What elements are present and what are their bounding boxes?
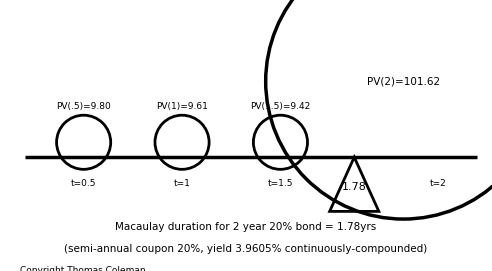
Text: Macaulay duration for 2 year 20% bond = 1.78yrs: Macaulay duration for 2 year 20% bond = … bbox=[116, 222, 376, 232]
Text: PV(2)=101.62: PV(2)=101.62 bbox=[367, 76, 440, 86]
Text: PV(.5)=9.80: PV(.5)=9.80 bbox=[56, 102, 111, 111]
Text: t=1: t=1 bbox=[174, 179, 190, 188]
Text: t=0.5: t=0.5 bbox=[71, 179, 96, 188]
Text: Copyright Thomas Coleman: Copyright Thomas Coleman bbox=[20, 266, 145, 271]
Text: (semi-annual coupon 20%, yield 3.9605% continuously-compounded): (semi-annual coupon 20%, yield 3.9605% c… bbox=[64, 244, 428, 254]
Text: t=1.5: t=1.5 bbox=[268, 179, 293, 188]
Text: 1.78: 1.78 bbox=[342, 182, 367, 192]
Text: PV(1)=9.61: PV(1)=9.61 bbox=[156, 102, 208, 111]
Text: PV(1.5)=9.42: PV(1.5)=9.42 bbox=[250, 102, 310, 111]
Text: t=2: t=2 bbox=[430, 179, 446, 188]
